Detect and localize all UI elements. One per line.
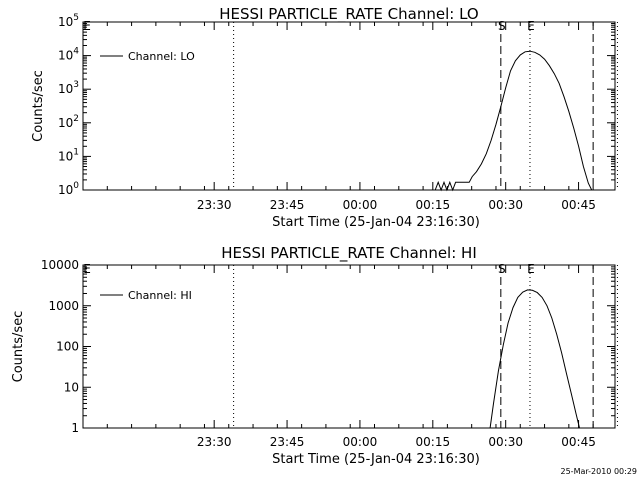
chart-title: HESSI PARTICLE_RATE Channel: LO [219,5,478,24]
legend-label: Channel: HI [128,289,192,302]
panel-2: HESSI PARTICLE_RATE Channel: HI 23:30 23:4… [11,244,618,467]
x-tick-label: 00:45 [561,198,596,212]
x-tick-label: 23:45 [270,435,305,449]
y-tick-label: 100 [56,340,79,354]
y-axis-label: Counts/sec [31,70,46,142]
y-tick-label: 1 [71,421,79,435]
y-tick-label: 10 [64,380,79,394]
series-line-1 [434,50,593,192]
x-tick-label: 00:00 [343,435,378,449]
x-tick-label: 00:15 [416,198,451,212]
marker-label-S: S [498,262,506,276]
y-tick-label: 105 [58,13,79,29]
x-tick-label: 23:30 [197,198,232,212]
series-line-1 [489,289,580,429]
marker-label-edge: E [83,19,91,33]
y-tick-label: 100 [58,181,79,197]
x-tick-label: 00:30 [488,435,523,449]
footer-timestamp: 25-Mar-2010 00:29 [561,467,638,476]
chart-title: HESSI PARTICLE_RATE Channel: HI [221,244,477,263]
y-axis-label: Counts/sec [11,311,26,383]
x-axis-label: Start Time (25-Jan-04 23:16:30) [272,452,480,467]
marker-label-edge: E [83,262,91,276]
y-tick-label: 103 [58,80,79,96]
panel-1: HESSI PARTICLE_RATE Channel: LO 23:30 23:4… [31,5,618,230]
y-tick-label: 1000 [48,299,79,313]
y-tick-label: 104 [58,47,79,63]
y-tick-label: 101 [58,147,79,163]
x-tick-label: 23:45 [270,198,305,212]
axes-frame [82,21,616,191]
y-tick-label: 10000 [41,258,79,272]
x-axis-label: Start Time (25-Jan-04 23:16:30) [272,215,480,230]
x-tick-label: 00:45 [561,435,596,449]
x-tick-label: 23:30 [197,435,232,449]
x-tick-label: 00:30 [488,198,523,212]
x-tick-label: 00:00 [343,198,378,212]
x-tick-label: 00:15 [416,435,451,449]
marker-label-E: E [527,19,535,33]
y-tick-label: 102 [58,114,79,130]
legend-label: Channel: LO [128,50,195,63]
marker-label-E: E [527,262,535,276]
marker-label-S: S [498,19,506,33]
